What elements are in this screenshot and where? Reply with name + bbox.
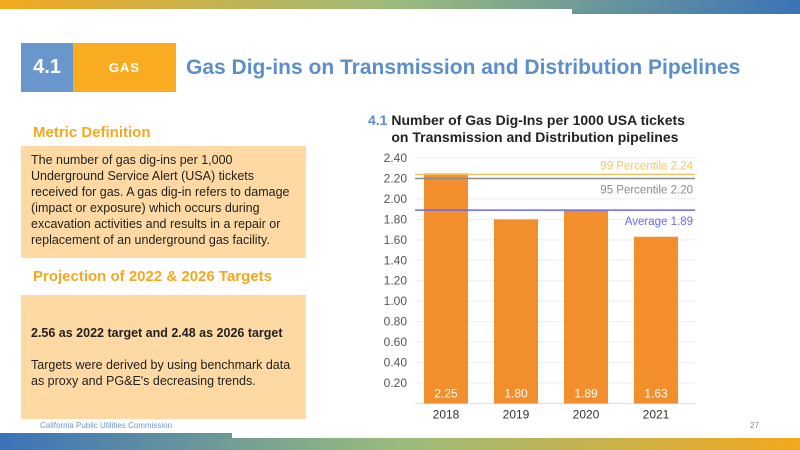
y-tick-label: 0.40 xyxy=(384,356,408,370)
y-tick-label: 2.20 xyxy=(384,171,408,185)
top-accent-bar-secondary xyxy=(572,9,800,14)
y-tick-label: 0.20 xyxy=(384,376,408,390)
chart-title-text: Number of Gas Dig-Ins per 1000 USA ticke… xyxy=(391,112,685,145)
bar-2020 xyxy=(564,210,608,404)
footer-org: California Public Utilities Commission xyxy=(40,421,173,430)
y-tick-label: 1.00 xyxy=(384,294,408,308)
reference-line-label: 99 Percentile 2.24 xyxy=(600,160,693,172)
reference-line-label: 95 Percentile 2.20 xyxy=(600,184,693,196)
metric-definition-box: The number of gas dig-ins per 1,000 Unde… xyxy=(21,146,306,258)
x-tick-label: 2021 xyxy=(643,408,670,422)
page-number: 27 xyxy=(750,421,759,430)
section-number: 4.1 xyxy=(21,43,73,92)
y-tick-label: 0.60 xyxy=(384,335,408,349)
x-tick-label: 2020 xyxy=(573,408,600,422)
category-label: GAS xyxy=(73,43,176,92)
projection-box: 2.56 as 2022 target and 2.48 as 2026 tar… xyxy=(21,295,306,419)
targets-note: Targets were derived by using benchmark … xyxy=(31,358,291,388)
reference-line-label: Average 1.89 xyxy=(625,216,693,228)
data-label: 1.63 xyxy=(644,387,668,401)
bottom-accent-bar-secondary xyxy=(0,433,232,438)
y-tick-label: 1.40 xyxy=(384,253,408,267)
metric-heading: Metric Definition xyxy=(33,124,151,141)
projection-heading: Projection of 2022 & 2026 Targets xyxy=(33,268,272,285)
y-tick-label: 1.80 xyxy=(384,212,408,226)
bottom-accent-bar xyxy=(0,438,800,450)
x-tick-label: 2018 xyxy=(433,408,460,422)
y-tick-label: 2.00 xyxy=(384,192,408,206)
targets-text: 2.56 as 2022 target and 2.48 as 2026 tar… xyxy=(31,326,283,340)
bar-2019 xyxy=(494,219,538,404)
page-title: Gas Dig-ins on Transmission and Distribu… xyxy=(186,56,741,79)
y-tick-label: 0.80 xyxy=(384,315,408,329)
chart-title-prefix: 4.1 xyxy=(368,112,388,128)
chart-title: 4.1 Number of Gas Dig-Ins per 1000 USA t… xyxy=(368,112,691,146)
bar-2018 xyxy=(424,173,468,404)
data-label: 1.89 xyxy=(574,387,598,401)
data-label: 1.80 xyxy=(504,387,528,401)
y-tick-label: 2.40 xyxy=(384,151,408,165)
y-tick-label: 1.60 xyxy=(384,233,408,247)
y-tick-label: 1.20 xyxy=(384,274,408,288)
data-label: 2.25 xyxy=(434,387,458,401)
x-tick-label: 2019 xyxy=(503,408,530,422)
top-accent-bar xyxy=(0,0,800,9)
bar-2021 xyxy=(634,236,678,404)
